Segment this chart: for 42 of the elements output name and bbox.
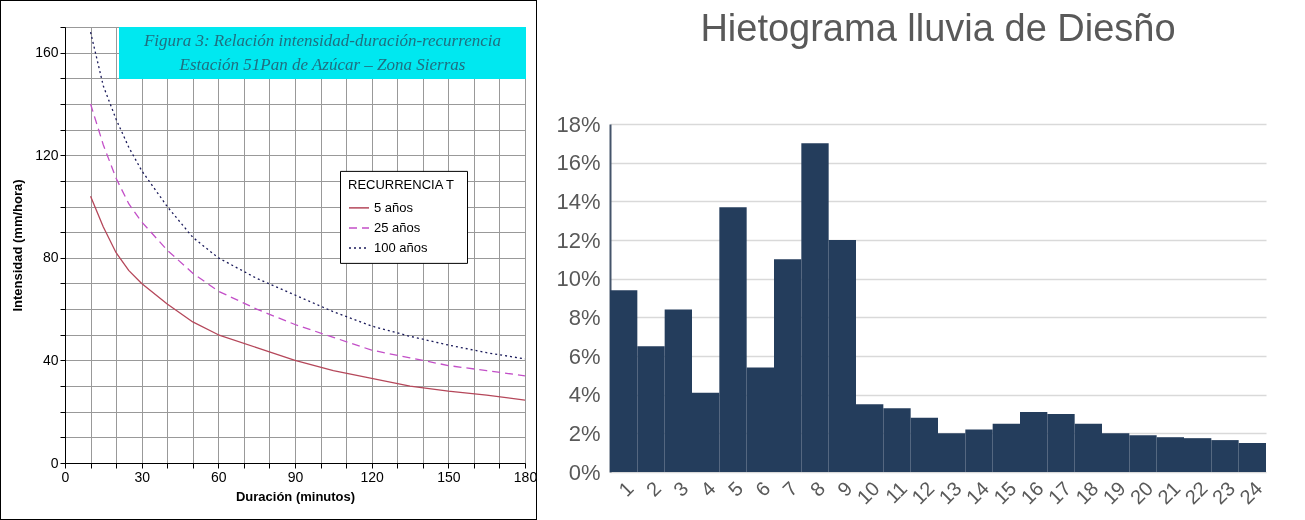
legend-title: RECURRENCIA T (348, 176, 454, 192)
y-tick-label: 4% (568, 382, 601, 408)
line-series (89, 31, 525, 360)
y-tick-label: 10% (556, 266, 601, 292)
x-tick-label: 5 (723, 477, 748, 501)
text: Estación 51Pan de Azúcar – Zona Sierras (178, 54, 467, 76)
y-tick-label: 14% (556, 188, 601, 214)
y-tick-label: 12% (556, 227, 601, 253)
x-tick-label: 180 (513, 468, 538, 485)
x-tick-label: 6 (751, 477, 775, 501)
x-tick-label: 0 (61, 468, 70, 485)
x-tick-label: 60 (211, 468, 227, 485)
x-tick-label: 7 (778, 477, 802, 501)
x-tick-label: 150 (437, 468, 461, 485)
x-tick-label: 8 (805, 477, 830, 501)
y-tick-label: 8% (568, 304, 601, 330)
x-tick-label: 30 (134, 468, 151, 485)
y-tick-label: 18% (556, 111, 601, 137)
y-tick-label: 120 (35, 146, 59, 163)
y-tick-label: 2% (568, 420, 601, 446)
legend-label: 100 años (374, 239, 428, 255)
chart-title: Hietograma lluvia de Diesño (700, 7, 1176, 49)
x-tick-label: 1 (614, 477, 638, 501)
legend-label: 5 años (374, 199, 414, 215)
x-tick-label: 120 (360, 468, 385, 485)
line-series (89, 195, 525, 401)
y-tick-label: 80 (42, 249, 59, 266)
y-tick-label: 160 (35, 44, 59, 61)
x-tick-label: 4 (696, 477, 720, 501)
y-tick-label: 40 (42, 351, 59, 368)
y-tick-label: 16% (556, 150, 601, 176)
x-tick-label: 3 (669, 477, 693, 501)
legend-label: 25 años (374, 219, 421, 235)
y-tick-label: 0 (50, 454, 59, 471)
x-tick-label: 2 (641, 477, 666, 501)
line-series (89, 103, 525, 377)
x-tick-label: 90 (287, 468, 304, 485)
y-tick-label: 0% (568, 459, 601, 485)
y-tick-label: 6% (568, 343, 601, 369)
chart-title: Figura 3: Relación intensidad-duración-recurrencia (142, 30, 503, 52)
x-axis-title: Duración (minutos) (235, 488, 356, 504)
y-axis-title: Intensidad (mm/hora) (10, 179, 26, 312)
